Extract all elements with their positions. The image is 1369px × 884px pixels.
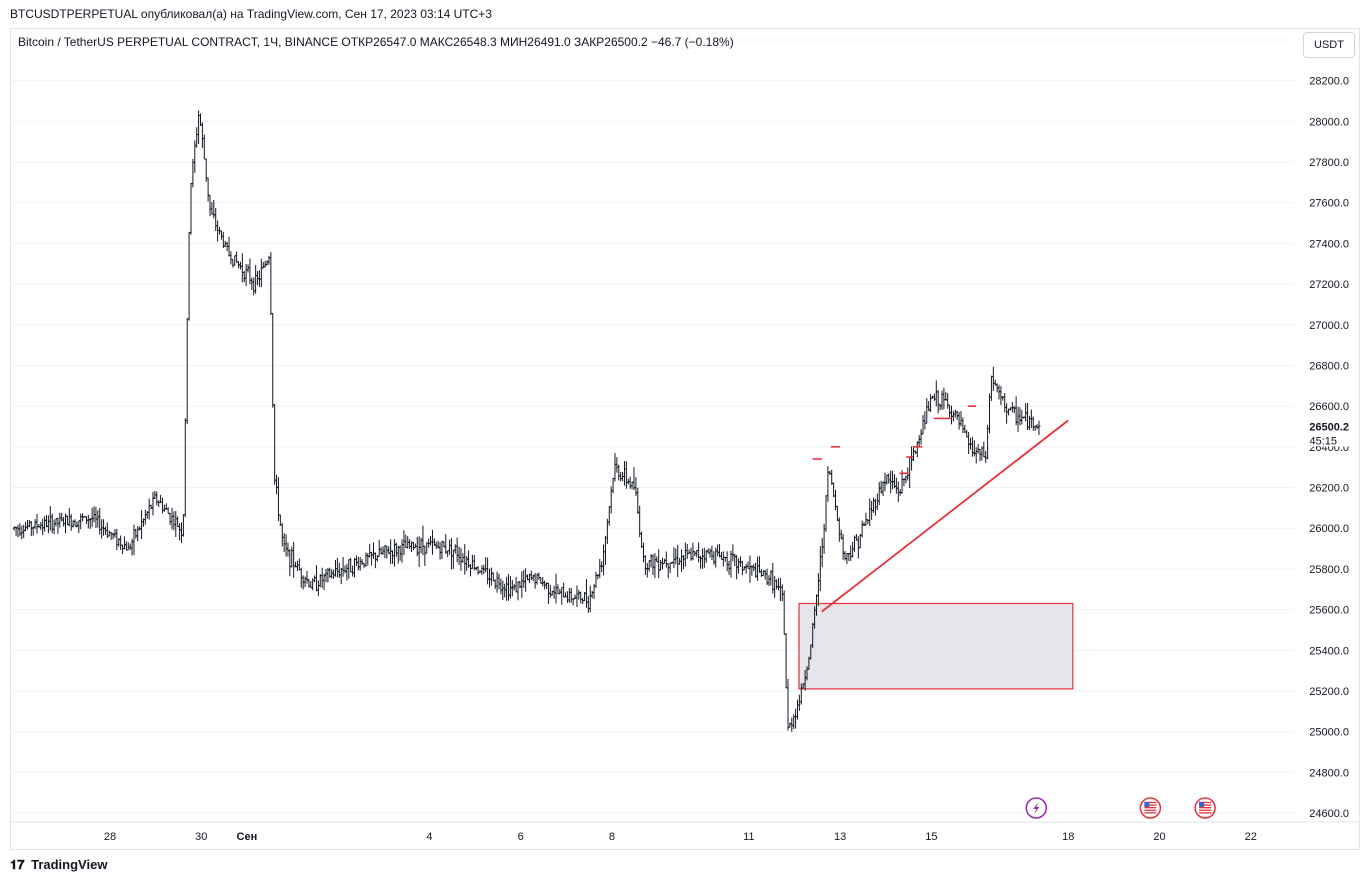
y-tick-label: 26600.0 (1309, 401, 1349, 413)
y-tick-label: 27000.0 (1309, 320, 1349, 332)
us-flag-canton (1144, 802, 1150, 807)
lightning-icon-glyph (1033, 802, 1040, 814)
symbol-legend: Bitcoin / TetherUS PERPETUAL CONTRACT, 1… (18, 35, 734, 49)
us-flag-stripe (1144, 809, 1157, 811)
us-flag-stripe (1199, 809, 1212, 811)
y-tick-label: 25600.0 (1309, 605, 1349, 617)
y-tick-label: 28000.0 (1309, 116, 1349, 128)
x-tick-label: 28 (104, 831, 116, 843)
last-price-box (1300, 418, 1358, 447)
bar-countdown-label: 45:15 (1309, 435, 1337, 447)
publication-title: BTCUSDTPERPETUAL опубликовал(а) на Tradi… (10, 7, 492, 21)
y-tick-label: 25200.0 (1309, 686, 1349, 698)
us-flag-stripe (1144, 812, 1157, 814)
us-flag-stripe (1199, 804, 1212, 806)
y-tick-label: 27600.0 (1309, 198, 1349, 210)
publication-header: BTCUSDTPERPETUAL опубликовал(а) на Tradi… (0, 0, 1369, 28)
y-tick-label: 27400.0 (1309, 238, 1349, 250)
y-tick-label: 26000.0 (1309, 523, 1349, 535)
us-flag-stripe (1144, 801, 1157, 804)
y-tick-label: 26800.0 (1309, 360, 1349, 372)
trend-line[interactable] (821, 419, 1069, 613)
y-tick-label: 25400.0 (1309, 645, 1349, 657)
y-tick-label: 25000.0 (1309, 727, 1349, 739)
y-tick-label: 27800.0 (1309, 157, 1349, 169)
x-tick-label: 22 (1245, 831, 1257, 843)
us-flag-canton (1199, 802, 1205, 807)
currency-button[interactable]: USDT (1303, 32, 1355, 58)
x-tick-label: 20 (1153, 831, 1165, 843)
footer-brand: TradingView (31, 857, 108, 872)
x-tick-label: 13 (834, 831, 846, 843)
x-tick-label: 11 (743, 831, 754, 843)
x-tick-label: 6 (518, 831, 524, 843)
tradingview-logo-icon: 𝟏𝟕 (10, 857, 25, 872)
us-flag-stripe (1144, 804, 1157, 806)
tradingview-footer: 𝟏𝟕 TradingView (10, 857, 107, 873)
x-tick-label: Сен (237, 831, 258, 843)
x-tick-label: 4 (426, 831, 432, 843)
us-flag-stripe (1144, 807, 1157, 809)
chart-pane[interactable] (10, 28, 1360, 850)
y-tick-label: 24600.0 (1309, 808, 1349, 820)
y-tick-label: 25800.0 (1309, 564, 1349, 576)
y-tick-label: 28200.0 (1309, 76, 1349, 88)
us-flag-stripe (1199, 801, 1212, 804)
y-tick-label: 24800.0 (1309, 767, 1349, 779)
last-price-label: 26500.2 (1309, 421, 1349, 433)
y-tick-label: 26200.0 (1309, 483, 1349, 495)
x-tick-label: 15 (925, 831, 937, 843)
supply-demand-zone[interactable] (798, 602, 1074, 690)
us-flag-stripe (1199, 807, 1212, 809)
x-tick-label: 8 (609, 831, 615, 843)
y-tick-label: 27200.0 (1309, 279, 1349, 291)
x-tick-label: 18 (1062, 831, 1074, 843)
us-flag-stripe (1199, 812, 1212, 814)
x-tick-label: 30 (195, 831, 207, 843)
